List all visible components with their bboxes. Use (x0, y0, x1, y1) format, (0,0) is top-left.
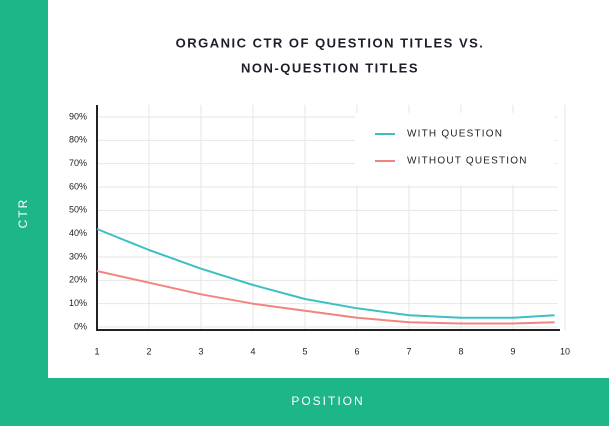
x-tick-label: 6 (354, 346, 359, 356)
legend-label: WITH QUESTION (407, 129, 503, 140)
x-tick-label: 7 (406, 346, 411, 356)
x-tick-label: 2 (146, 346, 151, 356)
chart-title: NON-QUESTION TITLES (241, 60, 419, 75)
y-tick-label: 0% (74, 321, 87, 331)
y-tick-label: 70% (69, 158, 87, 168)
x-band (48, 378, 609, 426)
x-tick-label: 1 (94, 346, 99, 356)
x-tick-label: 9 (510, 346, 515, 356)
x-tick-label: 8 (458, 346, 463, 356)
y-tick-label: 40% (69, 228, 87, 238)
y-tick-label: 50% (69, 205, 87, 215)
y-tick-label: 80% (69, 135, 87, 145)
x-tick-label: 10 (560, 346, 570, 356)
y-axis-label: CTR (16, 198, 30, 229)
trend-line (96, 270, 555, 325)
y-tick-label: 10% (69, 298, 87, 308)
trend-line (96, 228, 555, 319)
legend-label: WITHOUT QUESTION (407, 156, 528, 167)
x-tick-label: 5 (302, 346, 307, 356)
legend-box (355, 113, 555, 185)
y-tick-label: 60% (69, 181, 87, 191)
y-tick-label: 20% (69, 275, 87, 285)
x-tick-label: 4 (250, 346, 255, 356)
y-band (0, 0, 48, 426)
y-tick-label: 30% (69, 251, 87, 261)
chart-title: ORGANIC CTR OF QUESTION TITLES VS. (176, 35, 485, 50)
x-tick-label: 3 (198, 346, 203, 356)
x-axis-label: POSITION (291, 394, 364, 408)
y-tick-label: 90% (69, 111, 87, 121)
